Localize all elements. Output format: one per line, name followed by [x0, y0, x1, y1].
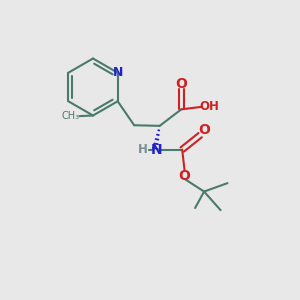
Text: O: O	[175, 77, 187, 91]
Text: N: N	[113, 66, 124, 79]
Text: O: O	[178, 169, 190, 183]
Text: OH: OH	[199, 100, 219, 113]
Text: N: N	[151, 142, 163, 157]
Text: H: H	[138, 143, 148, 156]
Text: O: O	[198, 123, 210, 137]
Text: CH₃: CH₃	[61, 111, 80, 121]
